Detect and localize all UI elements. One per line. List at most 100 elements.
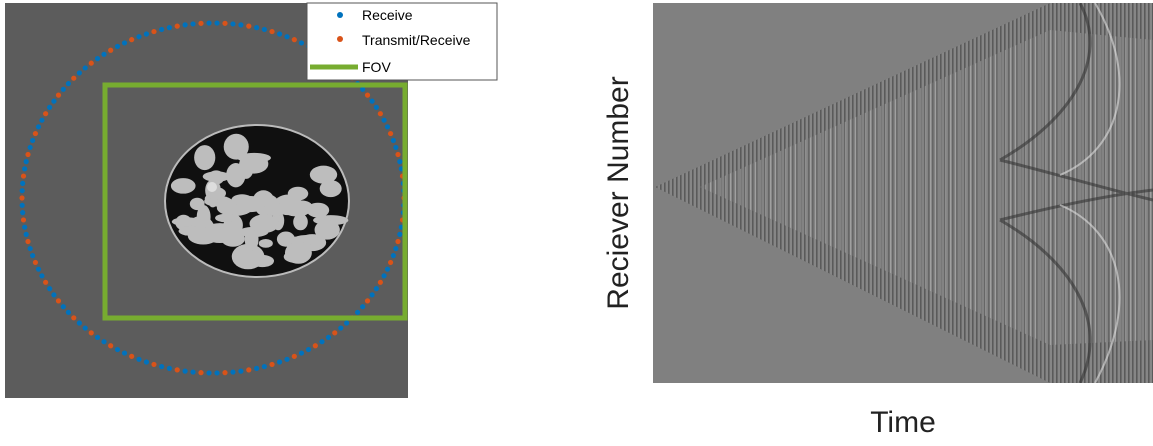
tissue	[250, 214, 279, 233]
transducer	[61, 304, 66, 309]
transducer	[365, 93, 370, 98]
transducer	[198, 370, 203, 375]
transducer	[77, 70, 82, 75]
transducer	[115, 44, 120, 49]
transducer	[28, 246, 33, 251]
transducer	[395, 239, 400, 244]
transducer	[246, 23, 251, 28]
transducer	[182, 22, 187, 27]
transducer	[33, 260, 38, 265]
transducer	[20, 203, 25, 208]
transducer	[369, 99, 374, 104]
tissue	[231, 194, 252, 205]
transducer	[385, 267, 390, 272]
tissue	[320, 180, 342, 197]
right-panel	[653, 3, 1153, 383]
tissue	[293, 214, 308, 231]
transducer	[66, 81, 71, 86]
transducer	[391, 138, 396, 143]
transducer	[385, 124, 390, 129]
tissue	[171, 178, 196, 194]
transducer	[36, 124, 41, 129]
transducer	[71, 315, 76, 320]
transducer	[151, 362, 156, 367]
transducer	[167, 366, 172, 371]
transducer	[332, 330, 337, 335]
transducer	[374, 286, 379, 291]
transducer	[122, 40, 127, 45]
transducer	[22, 166, 27, 171]
transducer	[51, 99, 56, 104]
transducer	[159, 27, 164, 32]
transducer	[151, 29, 156, 34]
phantom-hole	[207, 182, 217, 192]
transducer	[284, 357, 289, 362]
transducer	[254, 366, 259, 371]
transducer	[378, 111, 383, 116]
transducer	[230, 369, 235, 374]
transducer	[43, 280, 48, 285]
transducer	[391, 253, 396, 258]
transducer	[36, 267, 41, 272]
transducer	[89, 61, 94, 66]
transducer	[369, 292, 374, 297]
transducer	[222, 21, 227, 26]
transducer	[277, 31, 282, 36]
transducer	[355, 310, 360, 315]
y-axis-label: Reciever Number	[602, 76, 635, 309]
transducer	[24, 159, 29, 164]
transducer	[77, 320, 82, 325]
transducer	[214, 20, 219, 25]
tissue	[307, 203, 330, 218]
transducer	[397, 159, 402, 164]
transducer	[299, 40, 304, 45]
transducer	[381, 273, 386, 278]
transducer	[230, 21, 235, 26]
transducer	[388, 131, 393, 136]
transducer	[83, 65, 88, 70]
transducer	[144, 359, 149, 364]
tissue	[259, 239, 273, 248]
transducer	[66, 310, 71, 315]
transducer	[313, 343, 318, 348]
transducer	[39, 118, 44, 123]
transducer	[115, 347, 120, 352]
transducer	[47, 105, 52, 110]
transducer	[299, 350, 304, 355]
legend-label: FOV	[362, 59, 391, 75]
transducer	[262, 364, 267, 369]
transducer	[83, 325, 88, 330]
transducer	[393, 145, 398, 150]
transducer	[277, 359, 282, 364]
legend-label: Transmit/Receive	[362, 32, 471, 48]
transducer	[108, 343, 113, 348]
legend-marker	[337, 36, 343, 42]
transducer	[159, 364, 164, 369]
transducer	[397, 232, 402, 237]
transducer	[269, 362, 274, 367]
legend: Receive Transmit/Receive FOV	[307, 3, 497, 80]
transducer	[61, 87, 66, 92]
transducer	[30, 253, 35, 258]
legend-label: Receive	[362, 7, 413, 23]
transducer	[365, 298, 370, 303]
transducer	[101, 52, 106, 57]
transducer	[326, 335, 331, 340]
transducer	[214, 370, 219, 375]
transducer	[378, 280, 383, 285]
transducer	[19, 195, 24, 200]
tissue	[194, 145, 215, 170]
transducer	[388, 260, 393, 265]
transducer	[56, 93, 61, 98]
transducer	[222, 370, 227, 375]
transducer	[136, 357, 141, 362]
transducer	[20, 188, 25, 193]
x-axis-label: Time	[870, 406, 936, 439]
transducer	[47, 286, 52, 291]
transducer	[206, 370, 211, 375]
transducer	[246, 367, 251, 372]
transducer	[21, 173, 26, 178]
transducer	[167, 25, 172, 30]
transducer	[25, 239, 30, 244]
transducer	[129, 37, 134, 42]
